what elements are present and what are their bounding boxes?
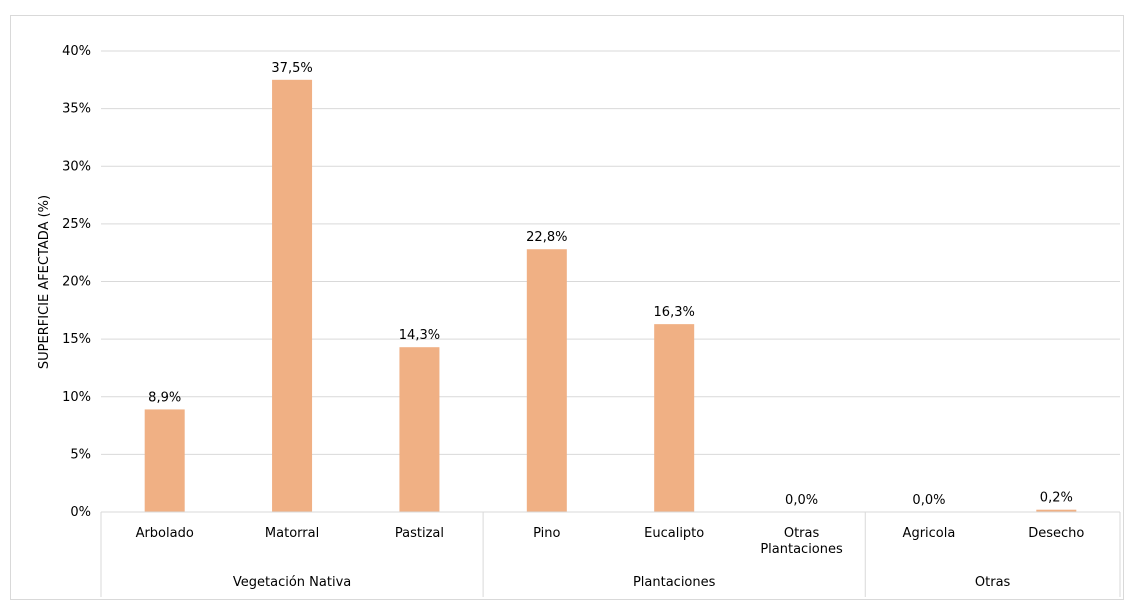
bars: [144, 79, 1077, 513]
x-category-label: Pino: [533, 526, 560, 541]
y-tick-label: 40%: [62, 44, 91, 59]
bar: [272, 79, 313, 512]
x-category-label: Desecho: [1028, 526, 1084, 541]
y-tick-label: 35%: [62, 102, 91, 117]
x-axis: Arbolado Matorral Pastizal Pino Eucalipto Otr…: [100, 511, 1121, 597]
data-label: 0,2%: [1040, 491, 1073, 506]
data-label: 0,0%: [912, 493, 945, 508]
y-axis: 0% 5% 10% 15% 20% 25% 30% 35% 40%: [62, 44, 91, 520]
y-tick-label: 20%: [62, 275, 91, 290]
x-group-label: Otras: [975, 575, 1011, 590]
y-tick-label: 15%: [62, 332, 91, 347]
chart-frame: [10, 15, 1124, 600]
x-category-label: Pastizal: [395, 526, 444, 541]
bar: [654, 324, 695, 512]
x-category-label: Matorral: [265, 526, 319, 541]
x-category-label: Arbolado: [136, 526, 194, 541]
bar: [1036, 509, 1077, 512]
x-category-label: Otras: [784, 526, 820, 541]
data-label: 8,9%: [148, 390, 181, 405]
y-tick-label: 30%: [62, 159, 91, 174]
gridlines: [101, 50, 1120, 513]
bar: [144, 409, 185, 512]
bar: [399, 347, 440, 512]
data-label: 0,0%: [785, 493, 818, 508]
x-group-label: Plantaciones: [633, 575, 716, 590]
bar: [526, 249, 567, 513]
data-label: 16,3%: [654, 305, 695, 320]
x-category-label: Eucalipto: [644, 526, 704, 541]
y-tick-label: 25%: [62, 217, 91, 232]
data-label: 22,8%: [526, 230, 567, 245]
data-labels: 8,9% 37,5% 14,3% 22,8% 16,3% 0,0% 0,0% 0,2%: [148, 61, 1073, 508]
y-tick-label: 0%: [70, 505, 91, 520]
data-label: 14,3%: [399, 328, 440, 343]
x-category-label: Plantaciones: [760, 542, 843, 557]
x-category-label: Agricola: [903, 526, 956, 541]
y-tick-label: 5%: [70, 447, 91, 462]
x-group-label: Vegetación Nativa: [233, 575, 351, 590]
y-axis-label: SUPERFICIE AFECTADA (%): [37, 195, 52, 369]
data-label: 37,5%: [271, 61, 312, 76]
y-tick-label: 10%: [62, 390, 91, 405]
